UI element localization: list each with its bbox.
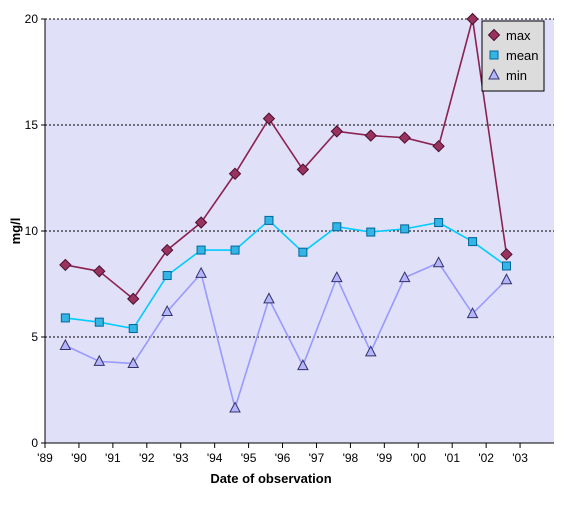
y-tick-label: 5 <box>31 330 38 344</box>
data-point-min <box>297 359 309 371</box>
data-point-min <box>263 292 275 304</box>
data-point-max <box>398 131 411 144</box>
data-point-min <box>93 354 106 366</box>
axes: 0 5 10 15 20 '89 '90 '91 '92 '93 '94 '95 '96 '97 '98 '9… <box>25 12 554 465</box>
data-point-mean <box>230 245 240 255</box>
x-tick-label: '89 <box>37 451 53 465</box>
data-point-mean <box>400 224 410 234</box>
y-tick-label: 20 <box>25 12 39 26</box>
data-point-max <box>93 265 106 278</box>
data-point-mean <box>94 317 104 327</box>
data-point-min <box>466 307 479 319</box>
x-tick-label: '93 <box>173 451 189 465</box>
series-line-max <box>65 18 508 301</box>
data-point-max <box>194 216 208 229</box>
series-mean <box>60 215 511 334</box>
data-point-max <box>364 129 377 142</box>
data-point-max <box>330 125 344 138</box>
x-tick-label: '91 <box>105 451 121 465</box>
data-point-min <box>364 345 377 357</box>
series-line-min <box>65 261 508 411</box>
series-line-mean <box>65 219 507 330</box>
data-point-mean <box>332 222 342 232</box>
data-point-max <box>432 139 445 153</box>
data-point-max <box>262 112 276 125</box>
data-point-min <box>330 271 343 283</box>
data-point-max <box>466 12 479 26</box>
data-point-max <box>500 248 513 261</box>
data-point-mean <box>366 227 376 237</box>
series-min <box>59 256 513 413</box>
series-layer <box>59 12 513 413</box>
data-point-mean <box>298 247 308 257</box>
x-tick-label: '00 <box>410 451 426 465</box>
data-point-max <box>296 163 310 176</box>
data-point-min <box>229 401 241 413</box>
x-tick-label: '03 <box>512 451 528 465</box>
x-tick-label: '97 <box>309 451 325 465</box>
x-tick-label: '02 <box>478 451 494 465</box>
data-point-max <box>228 167 242 180</box>
data-point-mean <box>264 215 274 225</box>
data-point-min <box>432 256 445 268</box>
x-axis-title: Date of observation <box>210 471 331 486</box>
data-point-mean <box>501 261 511 271</box>
y-tick-label: 10 <box>25 224 39 238</box>
data-point-mean <box>60 313 70 323</box>
x-tick-label: '96 <box>275 451 291 465</box>
data-point-mean <box>196 245 206 255</box>
data-point-mean <box>468 237 478 247</box>
legend: max mean min <box>481 20 545 92</box>
data-point-max <box>127 292 140 306</box>
x-tick-label: '92 <box>139 451 155 465</box>
data-point-min <box>195 266 207 278</box>
y-tick-label: 15 <box>25 118 39 132</box>
data-point-min <box>398 271 411 283</box>
y-axis-title: mg/l <box>8 218 23 245</box>
x-tick-label: '01 <box>444 451 460 465</box>
data-point-mean <box>434 218 444 228</box>
legend-marker-min <box>488 68 500 80</box>
x-tick-label: '98 <box>343 451 359 465</box>
legend-label-mean: mean <box>506 48 539 63</box>
legend-label-min: min <box>506 68 527 83</box>
data-point-min <box>500 273 513 285</box>
data-point-mean <box>128 324 138 334</box>
legend-marker-mean <box>489 50 499 60</box>
legend-marker-max <box>487 28 501 42</box>
data-point-min <box>161 304 173 317</box>
x-tick-label: '94 <box>207 451 223 465</box>
x-tick-label: '90 <box>71 451 87 465</box>
data-point-max <box>160 243 174 257</box>
x-tick-label: '99 <box>377 451 393 465</box>
series-max <box>59 12 513 306</box>
data-point-mean <box>162 271 172 281</box>
data-point-min <box>59 338 72 350</box>
data-point-min <box>127 356 140 368</box>
x-tick-label: '95 <box>241 451 257 465</box>
legend-label-max: max <box>506 28 531 43</box>
data-point-max <box>59 258 72 272</box>
y-tick-label: 0 <box>31 436 38 450</box>
